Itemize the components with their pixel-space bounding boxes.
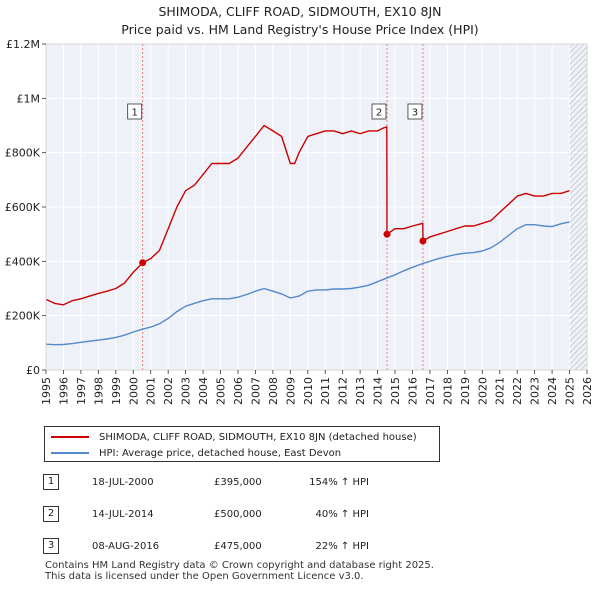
chart-title: SHIMODA, CLIFF ROAD, SIDMOUTH, EX10 8JN [158, 4, 441, 19]
x-tick-label: 2026 [581, 377, 594, 405]
x-tick-label: 2023 [529, 377, 542, 405]
y-tick-label: £1.2M [6, 38, 40, 51]
x-tick-label: 2019 [459, 377, 472, 405]
x-tick-label: 2000 [127, 377, 140, 405]
footer-licence: This data is licensed under the Open Gov… [45, 571, 364, 582]
sale-date: 08-AUG-2016 [92, 541, 160, 552]
sale-label-box [371, 103, 387, 120]
sale-label-box [127, 103, 143, 120]
footer: Contains HM Land Registry data © Crown c… [45, 560, 434, 582]
x-tick-label: 2020 [476, 377, 489, 405]
sale-label: 2 [376, 108, 382, 119]
x-tick-label: 2014 [372, 377, 385, 405]
legend-label-property: SHIMODA, CLIFF ROAD, SIDMOUTH, EX10 8JN … [99, 431, 417, 443]
x-tick-label: 2004 [197, 377, 210, 405]
x-tick-label: 2010 [302, 377, 315, 405]
legend: SHIMODA, CLIFF ROAD, SIDMOUTH, EX10 8JN … [44, 426, 440, 462]
x-tick-label: 2008 [267, 377, 280, 405]
x-tick-label: 2015 [389, 377, 402, 405]
sale-label: 3 [412, 108, 418, 119]
x-tick-label: 1996 [57, 377, 70, 405]
x-tick-label: 2016 [406, 377, 419, 405]
sale-hpi: 40% ↑ HPI [315, 509, 369, 520]
sale-hpi: 22% ↑ HPI [315, 541, 369, 552]
sale-markers: 1 2 3 [127, 103, 427, 267]
x-tick-label: 2006 [232, 377, 245, 405]
x-tick-label: 2013 [354, 377, 367, 405]
legend-item-hpi: HPI: Average price, detached house, East… [51, 446, 341, 460]
sale-label: 1 [131, 108, 137, 119]
x-tick-label: 2001 [145, 377, 158, 405]
sale-row: 3 08-AUG-2016 £475,000 22% ↑ HPI [40, 535, 460, 555]
legend-label-hpi: HPI: Average price, detached house, East… [99, 447, 342, 459]
sale-hpi: 154% ↑ HPI [309, 477, 369, 488]
sale-number: 1 [43, 474, 59, 490]
x-tick-label: 2017 [424, 377, 437, 405]
x-tick-label: 2022 [511, 377, 524, 405]
legend-item-property: SHIMODA, CLIFF ROAD, SIDMOUTH, EX10 8JN … [51, 430, 417, 444]
sale-date: 18-JUL-2000 [92, 477, 154, 488]
x-tick-label: 2021 [494, 377, 507, 405]
sale-price: £395,000 [214, 477, 262, 488]
y-tick-label: £400K [5, 255, 41, 268]
x-tick-label: 1999 [110, 377, 123, 405]
sale-price: £475,000 [214, 541, 262, 552]
sale-date: 14-JUL-2014 [92, 509, 154, 520]
y-tick-label: £800K [5, 147, 41, 160]
sale-number: 2 [43, 506, 59, 522]
x-tick-label: 2025 [564, 377, 577, 405]
x-tick-label: 1997 [75, 377, 88, 405]
x-tick-label: 2024 [546, 377, 559, 405]
sale-row: 2 14-JUL-2014 £500,000 40% ↑ HPI [40, 503, 460, 523]
future-hatch [569, 44, 587, 370]
x-tick-label: 2011 [319, 377, 332, 405]
y-tick-label: £600K [5, 201, 41, 214]
sale-number: 3 [43, 538, 59, 554]
hpi-line [46, 221, 570, 346]
y-tick-label: £1M [17, 92, 41, 105]
grid [45, 43, 588, 371]
x-tick-label: 2003 [180, 377, 193, 405]
x-tick-label: 2005 [215, 377, 228, 405]
x-axis: 1995 1996 1997 1998 1999 2000 2001 2002 2003 2004… [40, 370, 594, 405]
x-tick-label: 1998 [92, 377, 105, 405]
property-price-line [46, 124, 570, 306]
x-tick-label: 2009 [284, 377, 297, 405]
series-group [46, 124, 570, 346]
footer-copyright: Contains HM Land Registry data © Crown c… [45, 560, 434, 571]
legend-swatch-property [51, 436, 89, 438]
x-tick-label: 2007 [249, 377, 262, 405]
y-axis: £0 £200K £400K £600K £800K £1M £1.2M [5, 38, 46, 377]
sale-point [419, 237, 427, 245]
y-tick-label: £200K [5, 310, 41, 323]
y-tick-label: £0 [26, 364, 40, 377]
x-tick-label: 2002 [162, 377, 175, 405]
x-tick-label: 2018 [441, 377, 454, 405]
x-tick-label: 1995 [40, 377, 53, 405]
sale-point [139, 259, 147, 267]
sale-price: £500,000 [214, 509, 262, 520]
x-tick-label: 2012 [337, 377, 350, 405]
legend-swatch-hpi [51, 452, 89, 454]
price-chart: SHIMODA, CLIFF ROAD, SIDMOUTH, EX10 8JN … [5, 4, 594, 405]
sale-point [383, 230, 391, 238]
sale-row: 1 18-JUL-2000 £395,000 154% ↑ HPI [40, 471, 460, 491]
sale-label-box [407, 103, 423, 120]
chart-subtitle: Price paid vs. HM Land Registry's House … [121, 22, 478, 37]
